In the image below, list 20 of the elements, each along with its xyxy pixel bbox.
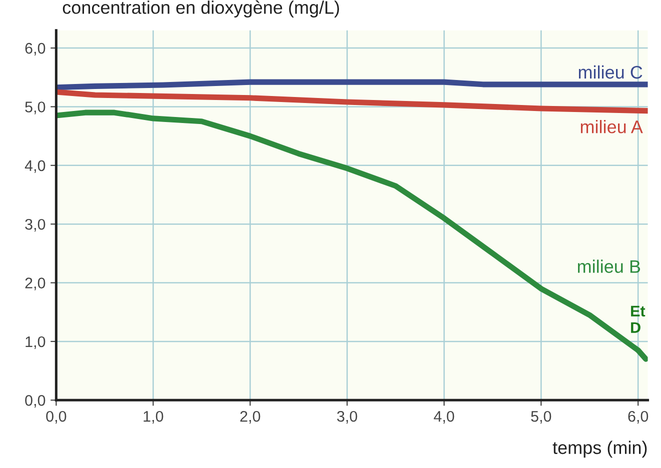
series-label: milieu B [578,260,640,273]
series-label: milieu A [580,120,643,134]
x-tick-label: 6,0 [628,410,648,424]
x-tick-label: 1,0 [144,410,164,424]
x-tick-label: 2,0 [240,410,260,424]
y-axis-title: concentration en dioxygène (mg/L) [62,0,339,18]
y-tick-label: 1,0 [26,336,46,349]
x-tick-label: 4,0 [434,410,454,424]
series-label: milieu C [578,65,642,79]
y-tick-label: 3,0 [25,218,46,232]
y-tick-label: 5,0 [25,102,46,114]
x-tick-label: 5,0 [531,410,552,424]
x-tick-label: 0,0 [46,410,66,424]
x-tick-label: 3,0 [337,410,358,424]
y-tick-label: 2,0 [25,278,46,290]
x-axis-title: temps (min) [552,440,647,458]
y-tick-label: 6,0 [25,42,46,56]
y-tick-label: 0,0 [25,395,46,408]
annotation: Et D [631,306,646,333]
y-tick-label: 4,0 [24,160,46,173]
